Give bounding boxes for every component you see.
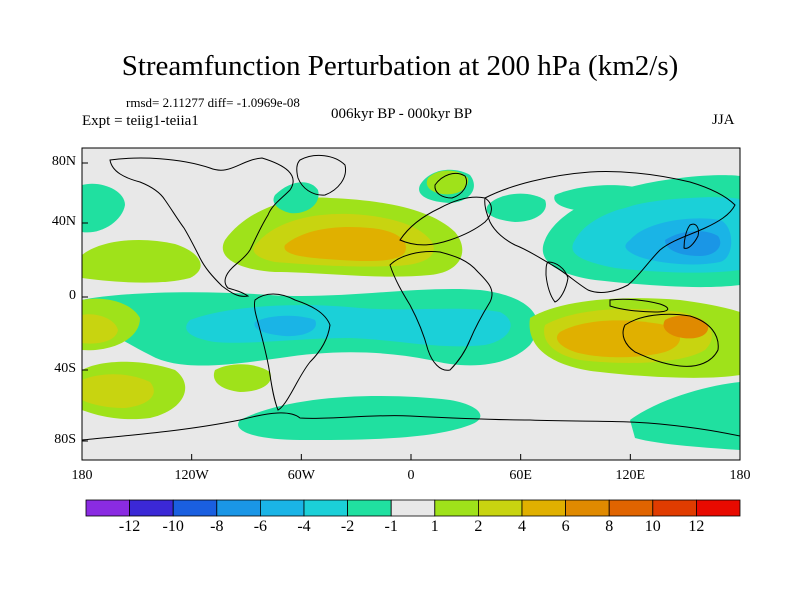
colorbar-box bbox=[216, 499, 261, 517]
lon-tick-label: 60W bbox=[287, 468, 315, 483]
latitude-ticks bbox=[82, 162, 88, 442]
contour-s-america-pos bbox=[213, 364, 271, 392]
contour-tropics-neg2 bbox=[186, 305, 511, 347]
coast-greenland bbox=[296, 154, 347, 196]
colorbar-label: 6 bbox=[561, 518, 570, 535]
colorbar-box bbox=[477, 499, 523, 517]
coastlines bbox=[82, 154, 740, 441]
colorbar-label: 8 bbox=[605, 518, 614, 535]
contour-s-pacific-pos2 bbox=[82, 374, 154, 408]
lon-tick-label: 120E bbox=[615, 468, 646, 483]
colorbar-box bbox=[85, 499, 130, 517]
colorbar-boxes bbox=[85, 499, 741, 517]
lat-tick-label: 40N bbox=[51, 214, 76, 229]
colorbar-label: 2 bbox=[474, 518, 483, 535]
contour-indian-pos4 bbox=[663, 315, 709, 339]
colorbar-label: -4 bbox=[297, 518, 311, 535]
coast-india bbox=[545, 261, 569, 303]
contour-arctic-neg bbox=[554, 185, 646, 212]
colorbar-box bbox=[521, 499, 566, 517]
contour-atlantic-pos3 bbox=[284, 226, 406, 262]
colorbar-box bbox=[565, 499, 610, 517]
contour-ne-pacific-neg bbox=[82, 183, 125, 233]
colorbar-box bbox=[303, 499, 348, 517]
coast-asia bbox=[484, 171, 736, 293]
colorbar-box bbox=[390, 499, 436, 517]
longitude-ticks bbox=[81, 454, 741, 460]
contour-pacific-pos bbox=[82, 239, 201, 283]
colorbar-label: 12 bbox=[688, 518, 705, 535]
colorbar-label: -8 bbox=[210, 518, 224, 535]
time-slice-label: 006kyr BP - 000kyr BP bbox=[331, 106, 473, 122]
colorbar-box bbox=[347, 499, 392, 517]
lon-tick-label: 0 bbox=[407, 468, 415, 483]
field-contours bbox=[82, 169, 740, 450]
contour-europe-neg bbox=[486, 193, 546, 222]
coast-indonesia bbox=[609, 298, 669, 313]
contour-indian-pos3 bbox=[556, 320, 680, 358]
colorbar-box bbox=[129, 499, 174, 517]
coast-north-america bbox=[109, 157, 294, 297]
coast-scandinavia bbox=[434, 172, 467, 199]
colorbar-box bbox=[652, 499, 697, 517]
contour-s-pacific-neg bbox=[630, 382, 740, 450]
colorbar-box bbox=[696, 499, 741, 517]
plot-title: Streamfunction Perturbation at 200 hPa (… bbox=[121, 50, 679, 82]
contour-southern-ocean-neg bbox=[238, 396, 481, 440]
colorbar-box bbox=[172, 499, 218, 517]
colorbar-box bbox=[434, 499, 479, 517]
lon-tick-label: 60E bbox=[509, 468, 532, 483]
lon-tick-label: 120W bbox=[174, 468, 209, 483]
colorbar-box bbox=[259, 499, 305, 517]
lat-tick-label: 80N bbox=[51, 154, 76, 169]
coast-south-america bbox=[254, 293, 331, 411]
colorbar-label: -1 bbox=[384, 518, 398, 535]
coast-europe bbox=[399, 196, 492, 246]
colorbar-box bbox=[608, 499, 654, 517]
lon-tick-label: 180 bbox=[71, 468, 93, 483]
coast-australia bbox=[622, 313, 719, 367]
contour-s-pacific-pos-w2 bbox=[82, 314, 118, 344]
colorbar-label: 1 bbox=[430, 518, 439, 535]
coast-japan bbox=[683, 223, 699, 249]
coast-africa bbox=[389, 251, 493, 371]
lat-tick-label: 40S bbox=[54, 361, 76, 376]
season-label: JJA bbox=[712, 112, 735, 128]
rmsd-diff-stats: rmsd= 2.11277 diff= -1.0969e-08 bbox=[126, 95, 300, 110]
lat-tick-label: 0 bbox=[69, 288, 76, 303]
contour-greenland-pos bbox=[426, 170, 469, 195]
colorbar-label: -10 bbox=[162, 518, 184, 535]
contour-tropics-neg3 bbox=[254, 315, 316, 337]
experiment-label: Expt = teiig1-teiia1 bbox=[82, 113, 199, 129]
lat-tick-label: 80S bbox=[54, 432, 76, 447]
colorbar-label: -6 bbox=[253, 518, 268, 535]
colorbar-label: -2 bbox=[340, 518, 355, 535]
colorbar-label: -12 bbox=[118, 518, 141, 535]
lon-tick-label: 180 bbox=[729, 468, 751, 483]
colorbar-label: 4 bbox=[518, 518, 526, 535]
coast-antarctica bbox=[82, 412, 740, 441]
colorbar-label: 10 bbox=[644, 518, 661, 535]
